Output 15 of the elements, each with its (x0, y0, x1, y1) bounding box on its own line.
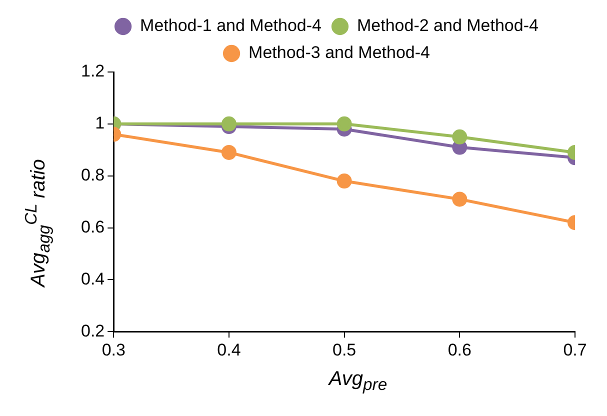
y-tick-label: 0.2 (80, 321, 105, 340)
legend-label: Method-2 and Method-4 (357, 16, 538, 36)
x-axis-title: Avg$_{pre}$ (328, 368, 388, 395)
x-tick-label: 0.6 (448, 340, 472, 360)
y-tick-label: 1 (95, 114, 105, 133)
y-tick-label: 1.2 (80, 62, 105, 81)
legend-label: Method-1 and Method-4 (140, 16, 322, 36)
x-tick-label: 0.3 (102, 340, 126, 360)
y-tick-label: 0.6 (80, 217, 105, 236)
legend-label: Method-3 and Method-4 (248, 43, 430, 62)
x-tick-label: 0.7 (563, 340, 587, 360)
y-tick-label: 0.8 (80, 166, 105, 185)
y-tick-label: 0.4 (80, 269, 105, 288)
x-tick-label: 0.4 (217, 340, 241, 360)
x-tick-label: 0.5 (332, 340, 356, 360)
